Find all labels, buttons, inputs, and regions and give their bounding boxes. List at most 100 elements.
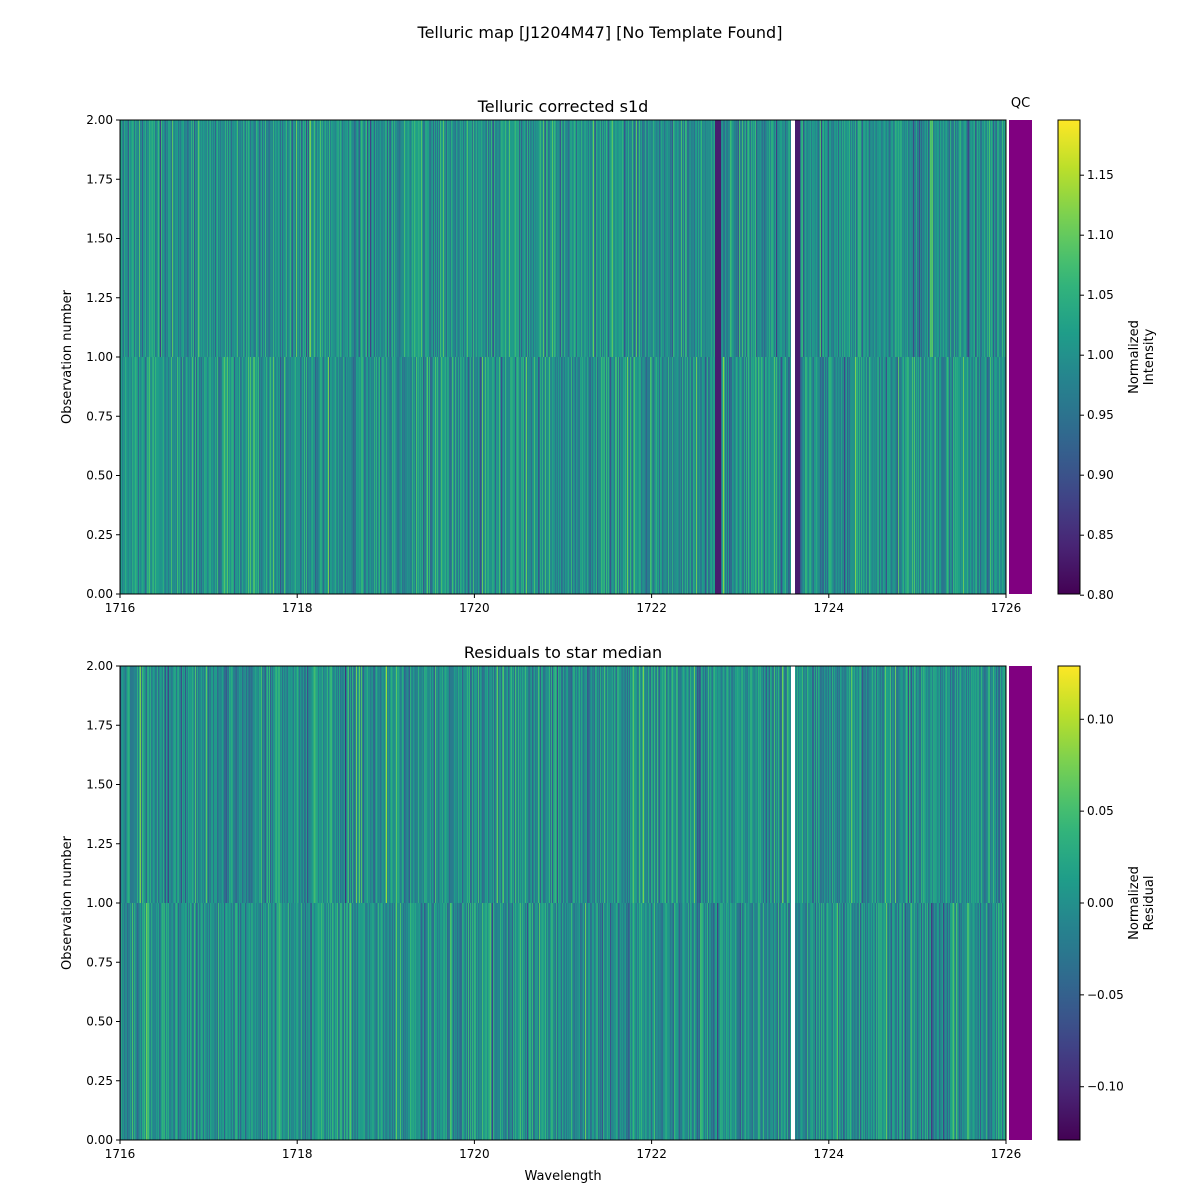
heatmap-cell [261,120,263,357]
heatmap-cell [937,357,939,594]
heatmap-cell [824,357,826,594]
heatmap-cell [758,357,760,594]
heatmap-cell [615,120,617,357]
heatmap-cell [538,357,540,594]
heatmap-cell [879,120,881,357]
heatmap-cell [910,120,912,357]
heatmap-cell [465,357,467,594]
heatmap-cell [606,903,608,1140]
heatmap-cell [643,357,645,594]
heatmap-cell [965,666,967,903]
y-axis-label: Observation number [60,289,75,424]
heatmap-cell [195,357,197,594]
heatmap-cell [775,357,777,594]
heatmap-cell [946,666,948,903]
heatmap-cell [585,357,587,594]
heatmap-cell [931,903,933,1140]
heatmap-cell [500,903,502,1140]
heatmap-cell [359,666,361,903]
heatmap-cell [656,120,658,357]
heatmap-cell [522,666,524,903]
heatmap-cell [438,666,440,903]
heatmap-cell [430,666,432,903]
heatmap-cell [915,120,917,357]
heatmap-cell [466,666,468,903]
heatmap-cell [778,903,780,1140]
heatmap-cell [564,357,566,594]
heatmap-cell [746,357,748,594]
heatmap-cell [966,903,968,1140]
heatmap-cell [864,357,866,594]
heatmap-cell [268,666,270,903]
heatmap-cell [949,903,951,1140]
heatmap-cell [376,666,378,903]
heatmap-cell [985,903,987,1140]
heatmap-cell [917,357,919,594]
heatmap-cell [340,666,342,903]
heatmap-cell [159,357,161,594]
heatmap-cell [581,357,583,594]
heatmap-cell [367,903,369,1140]
heatmap-cell [264,357,266,594]
heatmap-cell [450,666,452,903]
heatmap-cell [132,666,134,903]
heatmap-cell [887,903,889,1140]
heatmap-cell [650,666,652,903]
heatmap-cell [617,120,619,357]
heatmap-cell [245,666,247,903]
heatmap-cell [927,120,929,357]
heatmap-cell [661,357,663,594]
heatmap-cell [690,357,692,594]
heatmap-cell [242,903,244,1140]
heatmap-cell [483,120,485,357]
heatmap-cell [944,120,946,357]
heatmap-cell [726,903,728,1140]
heatmap-cell [320,903,322,1140]
heatmap-cell [312,666,314,903]
heatmap-cell [512,120,514,357]
heatmap-cell [298,357,300,594]
heatmap-cell [878,666,880,903]
heatmap-cell [461,666,463,903]
heatmap-cell [547,120,549,357]
heatmap-cell [714,903,716,1140]
heatmap-cell [566,666,568,903]
heatmap-cell [278,666,280,903]
heatmap-cell [787,357,789,594]
heatmap-cell [513,903,515,1140]
heatmap-cell [464,903,466,1140]
heatmap-cell [194,903,196,1140]
heatmap-cell [851,120,853,357]
heatmap-cell [981,357,983,594]
heatmap-cell [148,666,150,903]
heatmap-cell [960,903,962,1140]
heatmap-cell [205,903,207,1140]
heatmap-cell [304,120,306,357]
heatmap-cell [567,903,569,1140]
colorbar-tick-label: 0.80 [1087,588,1114,602]
heatmap-cell [309,120,311,357]
heatmap-cell [815,357,817,594]
heatmap-cell [510,357,512,594]
heatmap-cell [142,357,144,594]
heatmap-cell [584,357,586,594]
heatmap-cell [631,666,633,903]
heatmap-cell [409,666,411,903]
heatmap-cell [323,357,325,594]
heatmap-cell [616,120,618,357]
heatmap-cell [346,666,348,903]
heatmap-cell [267,120,269,357]
heatmap-cell [651,666,653,903]
heatmap-cell [145,666,147,903]
heatmap-cell [762,120,764,357]
colorbar-label: Normalized [1127,866,1142,940]
heatmap-cell [948,903,950,1140]
heatmap-cell [874,357,876,594]
heatmap-cell [822,903,824,1140]
heatmap-cell [158,357,160,594]
heatmap-cell [307,666,309,903]
heatmap-cell [316,120,318,357]
heatmap-cell [664,120,666,357]
heatmap-cell [966,666,968,903]
heatmap-gap [791,120,793,357]
